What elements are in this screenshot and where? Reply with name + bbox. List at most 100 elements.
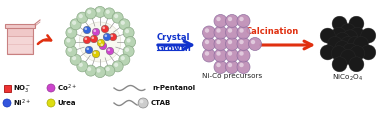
FancyBboxPatch shape	[4, 85, 11, 92]
Circle shape	[214, 60, 227, 74]
Text: NO$_3^-$: NO$_3^-$	[13, 82, 31, 94]
Circle shape	[341, 37, 355, 52]
Circle shape	[214, 15, 227, 27]
Circle shape	[93, 52, 96, 54]
Circle shape	[361, 45, 376, 60]
Circle shape	[96, 8, 101, 12]
Circle shape	[47, 99, 55, 107]
Circle shape	[47, 84, 55, 92]
Circle shape	[109, 33, 117, 41]
Circle shape	[349, 57, 364, 72]
Circle shape	[226, 15, 239, 27]
Circle shape	[237, 60, 250, 74]
Circle shape	[66, 38, 70, 43]
Circle shape	[228, 40, 232, 44]
Circle shape	[320, 28, 335, 43]
Circle shape	[106, 67, 110, 71]
Circle shape	[214, 37, 227, 50]
Circle shape	[101, 25, 109, 33]
Text: CTAB: CTAB	[151, 100, 171, 106]
Circle shape	[361, 28, 376, 43]
Circle shape	[205, 28, 209, 33]
Circle shape	[341, 50, 355, 64]
Circle shape	[103, 33, 111, 41]
Circle shape	[92, 50, 100, 58]
Circle shape	[77, 12, 88, 23]
Circle shape	[125, 37, 136, 47]
Circle shape	[350, 27, 365, 42]
Circle shape	[335, 32, 350, 47]
Circle shape	[216, 63, 221, 67]
Circle shape	[85, 46, 93, 54]
Circle shape	[64, 37, 75, 47]
Circle shape	[320, 45, 335, 60]
Circle shape	[216, 40, 221, 44]
Circle shape	[349, 16, 364, 31]
Circle shape	[104, 65, 115, 76]
Circle shape	[112, 12, 123, 23]
Circle shape	[228, 51, 232, 56]
Circle shape	[237, 49, 250, 62]
Circle shape	[93, 30, 96, 32]
Circle shape	[214, 26, 227, 39]
Text: Ni$^{2+}$: Ni$^{2+}$	[13, 97, 31, 109]
Circle shape	[94, 67, 105, 78]
Circle shape	[214, 49, 227, 62]
Circle shape	[121, 21, 125, 25]
Circle shape	[341, 23, 355, 39]
Circle shape	[68, 29, 72, 33]
Circle shape	[114, 14, 118, 18]
Circle shape	[228, 28, 232, 33]
Circle shape	[138, 98, 148, 108]
Circle shape	[331, 27, 346, 42]
Circle shape	[106, 47, 114, 55]
Circle shape	[70, 54, 81, 65]
Circle shape	[104, 8, 115, 19]
Circle shape	[350, 46, 365, 61]
Circle shape	[127, 38, 131, 43]
Circle shape	[72, 21, 76, 25]
Circle shape	[99, 40, 101, 43]
Circle shape	[83, 36, 91, 44]
Circle shape	[101, 44, 103, 46]
Circle shape	[68, 48, 72, 52]
Circle shape	[327, 37, 342, 52]
Circle shape	[228, 17, 232, 21]
Circle shape	[203, 37, 215, 50]
Circle shape	[216, 51, 221, 56]
Circle shape	[226, 26, 239, 39]
Circle shape	[125, 29, 129, 33]
Circle shape	[237, 37, 250, 50]
Circle shape	[216, 17, 221, 21]
Circle shape	[72, 56, 76, 60]
Circle shape	[228, 63, 232, 67]
Circle shape	[343, 43, 358, 58]
Circle shape	[112, 61, 123, 72]
Circle shape	[66, 46, 77, 57]
Circle shape	[140, 100, 143, 103]
Circle shape	[121, 56, 125, 60]
Text: Urea: Urea	[57, 100, 76, 106]
Circle shape	[91, 37, 94, 39]
Circle shape	[85, 37, 87, 40]
Circle shape	[107, 49, 110, 51]
Circle shape	[335, 41, 350, 56]
Circle shape	[87, 47, 89, 50]
Circle shape	[102, 27, 105, 29]
Circle shape	[332, 57, 347, 72]
Circle shape	[226, 37, 239, 50]
Circle shape	[90, 35, 98, 43]
Circle shape	[239, 28, 244, 33]
Circle shape	[119, 19, 130, 30]
Circle shape	[96, 68, 101, 73]
Circle shape	[106, 10, 110, 14]
Circle shape	[226, 49, 239, 62]
Polygon shape	[7, 27, 33, 54]
Circle shape	[203, 49, 215, 62]
Circle shape	[331, 46, 346, 61]
Circle shape	[239, 51, 244, 56]
Circle shape	[83, 26, 91, 34]
Text: Calcination: Calcination	[245, 27, 299, 37]
Circle shape	[205, 51, 209, 56]
Circle shape	[114, 63, 118, 67]
